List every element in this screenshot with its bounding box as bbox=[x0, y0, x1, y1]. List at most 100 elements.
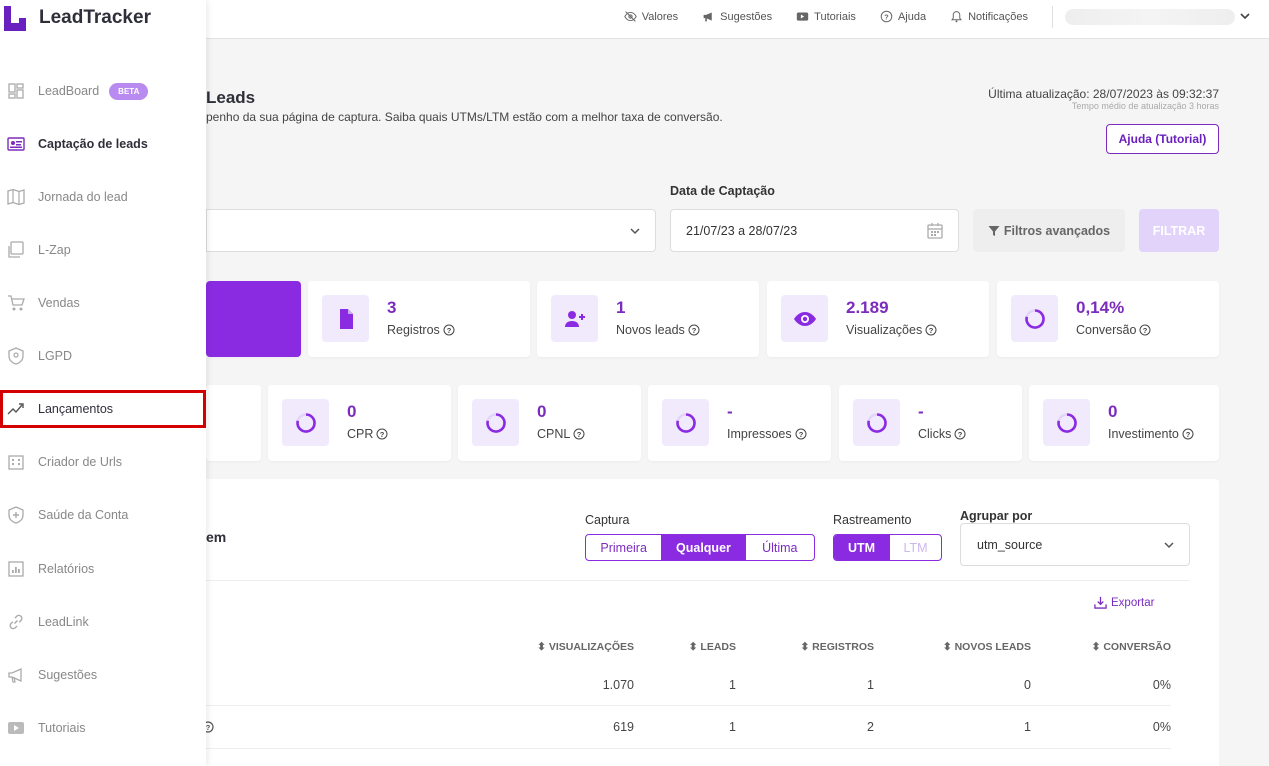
table-cell: 1 bbox=[867, 678, 874, 692]
sidebar-item-label: LGPD bbox=[38, 349, 73, 363]
sidebar-item-leadboard[interactable]: LeadBoard BETA bbox=[0, 71, 206, 111]
captura-option-ultima[interactable]: Última bbox=[762, 540, 798, 555]
sidebar-item-criador-urls[interactable]: Criador de Urls bbox=[0, 442, 206, 482]
panel-divider bbox=[206, 580, 1190, 581]
metric-label-text: Visualizações bbox=[846, 323, 923, 337]
help-circle-icon[interactable]: ? bbox=[954, 428, 966, 440]
help-circle-icon[interactable]: ? bbox=[1139, 324, 1151, 336]
date-label: Data de Captação bbox=[670, 184, 775, 198]
help-circle-icon[interactable]: ? bbox=[925, 324, 937, 336]
beta-badge: BETA bbox=[109, 82, 149, 100]
nav-label: Valores bbox=[641, 10, 679, 23]
metric-label: Novos leads? bbox=[616, 323, 700, 337]
nav-notificacoes[interactable]: Notificações bbox=[950, 10, 1028, 23]
nav-ajuda[interactable]: ? Ajuda bbox=[880, 10, 926, 23]
help-tutorial-button[interactable]: Ajuda (Tutorial) bbox=[1106, 124, 1219, 154]
metric-card-registros: 3 Registros? bbox=[308, 281, 530, 357]
nav-sugestoes[interactable]: Sugestões bbox=[702, 10, 772, 23]
page-select[interactable] bbox=[206, 209, 656, 252]
table-cell: 0 bbox=[1024, 678, 1031, 692]
logo-icon bbox=[4, 6, 26, 31]
agrupar-select[interactable]: utm_source bbox=[960, 523, 1190, 566]
row-divider bbox=[206, 748, 1171, 749]
sidebar-item-leadlink[interactable]: LeadLink bbox=[0, 602, 206, 642]
download-icon bbox=[1094, 596, 1107, 609]
help-circle-icon[interactable]: ? bbox=[443, 324, 455, 336]
metric-value: - bbox=[918, 402, 924, 421]
column-header-novos-leads[interactable]: ⬍ NOVOS LEADS bbox=[942, 641, 1031, 653]
rastreamento-toggle: UTM LTM bbox=[833, 534, 942, 561]
sidebar-item-relatorios[interactable]: Relatórios bbox=[0, 549, 206, 589]
captura-option-primeira[interactable]: Primeira bbox=[586, 535, 663, 560]
metric-label-text: Investimento bbox=[1108, 427, 1179, 441]
sidebar-item-sugestoes[interactable]: Sugestões bbox=[0, 655, 206, 695]
column-header-leads[interactable]: ⬍ LEADS bbox=[688, 641, 736, 653]
svg-text:?: ? bbox=[1186, 430, 1191, 439]
help-circle-icon[interactable]: ? bbox=[795, 428, 807, 440]
sidebar-item-lancamentos[interactable]: Lançamentos bbox=[0, 390, 206, 428]
origin-panel: em Captura Primeira Qualquer Última Rast… bbox=[202, 479, 1219, 766]
calendar-icon[interactable] bbox=[926, 222, 944, 240]
page-subtitle: penho da sua página de captura. Saiba qu… bbox=[206, 110, 723, 124]
rastreamento-option-utm[interactable]: UTM bbox=[834, 535, 890, 560]
video-icon bbox=[796, 12, 809, 21]
nav-tutoriais[interactable]: Tutoriais bbox=[796, 10, 856, 23]
column-header-visualizacoes[interactable]: ⬍ VISUALIZAÇÕES bbox=[537, 641, 634, 653]
date-range-value: 21/07/23 a 28/07/23 bbox=[686, 223, 798, 238]
advanced-filters-button[interactable]: Filtros avançados bbox=[973, 209, 1125, 252]
rastreamento-option-ltm[interactable]: LTM bbox=[903, 540, 928, 555]
sidebar-item-vendas[interactable]: Vendas bbox=[0, 283, 206, 323]
nav-valores[interactable]: Valores bbox=[623, 10, 679, 23]
sidebar-item-label: Lançamentos bbox=[38, 402, 114, 416]
metric-label-text: Clicks bbox=[918, 427, 952, 441]
active-summary-card[interactable] bbox=[206, 281, 301, 357]
help-circle-icon[interactable]: ? bbox=[1182, 428, 1194, 440]
brand[interactable]: LeadTracker bbox=[0, 2, 151, 34]
column-header-label: REGISTROS bbox=[812, 641, 874, 653]
metric-label-text: Impressoes bbox=[727, 427, 792, 441]
sidebar-item-captacao[interactable]: Captação de leads bbox=[0, 124, 206, 164]
user-menu[interactable] bbox=[1065, 8, 1235, 25]
top-bar: Valores Sugestões Tutoriais ? Ajuda Noti… bbox=[0, 0, 1269, 39]
sidebar-item-jornada[interactable]: Jornada do lead bbox=[0, 177, 206, 217]
metric-label-text: Novos leads bbox=[616, 323, 685, 337]
divider bbox=[1052, 5, 1053, 28]
column-header-conversao[interactable]: ⬍ CONVERSÃO bbox=[1091, 641, 1171, 653]
agrupar-value: utm_source bbox=[977, 537, 1043, 552]
svg-text:?: ? bbox=[929, 326, 934, 335]
column-header-registros[interactable]: ⬍ REGISTROS bbox=[800, 641, 874, 653]
sidebar-item-label: L-Zap bbox=[38, 243, 71, 257]
nav-label: Sugestões bbox=[720, 10, 773, 23]
sidebar-item-lgpd[interactable]: LGPD bbox=[0, 336, 206, 376]
rastreamento-label: Rastreamento bbox=[833, 513, 912, 527]
metric-label-text: Registros bbox=[387, 323, 440, 337]
svg-text:?: ? bbox=[380, 430, 385, 439]
help-circle-icon[interactable]: ? bbox=[573, 428, 585, 440]
eye-icon bbox=[781, 295, 828, 342]
help-circle-icon[interactable]: ? bbox=[688, 324, 700, 336]
filter-apply-button[interactable]: FILTRAR bbox=[1139, 209, 1219, 252]
export-button[interactable]: Exportar bbox=[1094, 596, 1154, 609]
page-title: Leads bbox=[206, 88, 256, 107]
sidebar-item-saude[interactable]: Saúde da Conta bbox=[0, 495, 206, 535]
metric-card-cpr: 0 CPR? bbox=[268, 385, 451, 461]
date-range-input[interactable]: 21/07/23 a 28/07/23 bbox=[670, 209, 959, 252]
metric-card-impressoes: - Impressoes? bbox=[648, 385, 831, 461]
captura-option-qualquer[interactable]: Qualquer bbox=[662, 535, 746, 560]
metric-card-conversao: 0,14% Conversão? bbox=[997, 281, 1219, 357]
building-icon bbox=[6, 452, 26, 472]
chevron-down-icon[interactable] bbox=[1239, 10, 1251, 22]
metric-label: CPNL? bbox=[537, 427, 585, 441]
ring-icon bbox=[662, 399, 709, 446]
sidebar-item-lzap[interactable]: L-Zap bbox=[0, 230, 206, 270]
update-interval: Tempo médio de atualização 3 horas bbox=[1071, 101, 1219, 111]
metric-label: Clicks? bbox=[918, 427, 966, 441]
help-circle-icon[interactable]: ? bbox=[376, 428, 388, 440]
svg-text:?: ? bbox=[798, 430, 803, 439]
sidebar-item-label: Saúde da Conta bbox=[38, 508, 129, 522]
sidebar-item-tutoriais[interactable]: Tutoriais bbox=[0, 708, 206, 748]
top-navigation: Valores Sugestões Tutoriais ? Ajuda Noti… bbox=[623, 0, 1269, 33]
megaphone-icon bbox=[703, 12, 712, 22]
table-cell: 2 bbox=[867, 720, 874, 734]
table-cell: 1.070 bbox=[602, 678, 634, 692]
